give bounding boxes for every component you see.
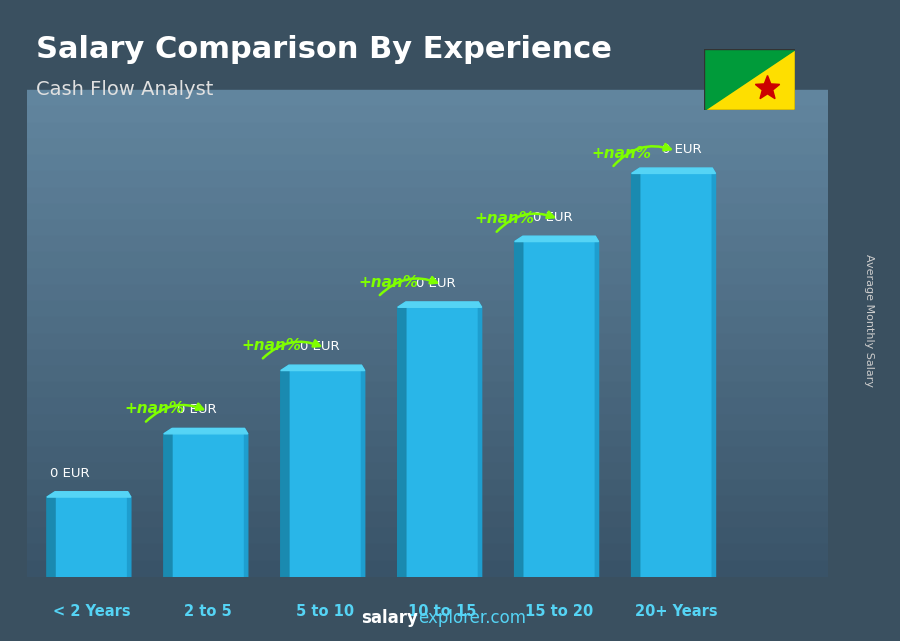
Bar [22, 544, 898, 561]
Bar [22, 528, 898, 544]
Bar [640, 168, 712, 577]
Bar [22, 350, 898, 366]
PathPatch shape [755, 76, 779, 99]
Polygon shape [704, 49, 795, 110]
Bar [22, 220, 898, 237]
Bar [22, 366, 898, 382]
Bar [22, 204, 898, 220]
Polygon shape [398, 302, 482, 307]
Bar [22, 139, 898, 155]
Bar [22, 415, 898, 431]
Bar [22, 171, 898, 188]
Bar [22, 253, 898, 269]
Text: < 2 Years: < 2 Years [52, 604, 130, 619]
Text: 0 EUR: 0 EUR [176, 403, 216, 416]
Text: +nan%: +nan% [592, 146, 652, 161]
Polygon shape [712, 168, 716, 577]
Bar [22, 431, 898, 447]
Bar [22, 155, 898, 171]
Polygon shape [281, 365, 289, 577]
Bar [22, 463, 898, 479]
Text: 0 EUR: 0 EUR [534, 211, 573, 224]
Bar [523, 237, 595, 577]
Polygon shape [362, 365, 364, 577]
Text: explorer.com: explorer.com [418, 609, 526, 627]
Text: +nan%: +nan% [358, 275, 418, 290]
Bar [22, 561, 898, 577]
Bar [22, 447, 898, 463]
Text: 0 EUR: 0 EUR [662, 143, 702, 156]
Text: +nan%: +nan% [124, 401, 184, 416]
Polygon shape [479, 302, 482, 577]
Text: 0 EUR: 0 EUR [50, 467, 90, 479]
Polygon shape [164, 428, 172, 577]
Text: 10 to 15: 10 to 15 [408, 604, 476, 619]
Polygon shape [128, 492, 130, 577]
Bar [22, 90, 898, 106]
Bar [22, 495, 898, 512]
Text: 20+ Years: 20+ Years [634, 604, 717, 619]
Bar [22, 479, 898, 495]
Polygon shape [704, 49, 795, 110]
Text: 15 to 20: 15 to 20 [525, 604, 593, 619]
Bar [55, 492, 128, 577]
Polygon shape [245, 428, 248, 577]
Bar [22, 269, 898, 285]
Polygon shape [398, 302, 406, 577]
Bar [22, 317, 898, 333]
Polygon shape [47, 492, 130, 497]
Polygon shape [515, 237, 523, 577]
Bar [22, 399, 898, 415]
Polygon shape [595, 237, 598, 577]
Text: 2 to 5: 2 to 5 [184, 604, 232, 619]
Bar [22, 122, 898, 139]
Bar [22, 301, 898, 317]
Bar [22, 382, 898, 399]
Bar [406, 302, 479, 577]
Polygon shape [164, 428, 248, 434]
Bar [172, 428, 245, 577]
Text: +nan%: +nan% [475, 212, 535, 226]
Polygon shape [632, 168, 640, 577]
Bar [22, 237, 898, 253]
Polygon shape [632, 168, 716, 174]
Polygon shape [47, 492, 55, 577]
Bar [22, 512, 898, 528]
Text: Salary Comparison By Experience: Salary Comparison By Experience [36, 35, 612, 64]
Text: Cash Flow Analyst: Cash Flow Analyst [36, 80, 213, 99]
Text: 0 EUR: 0 EUR [300, 340, 339, 353]
Text: 0 EUR: 0 EUR [417, 277, 456, 290]
Text: salary: salary [362, 609, 418, 627]
Bar [22, 106, 898, 122]
Bar [22, 188, 898, 204]
Bar [289, 365, 362, 577]
Polygon shape [281, 365, 365, 370]
Text: 5 to 10: 5 to 10 [296, 604, 355, 619]
Text: +nan%: +nan% [241, 338, 301, 353]
Bar [22, 285, 898, 301]
Polygon shape [515, 237, 598, 242]
Bar [22, 333, 898, 350]
Text: Average Monthly Salary: Average Monthly Salary [863, 254, 874, 387]
